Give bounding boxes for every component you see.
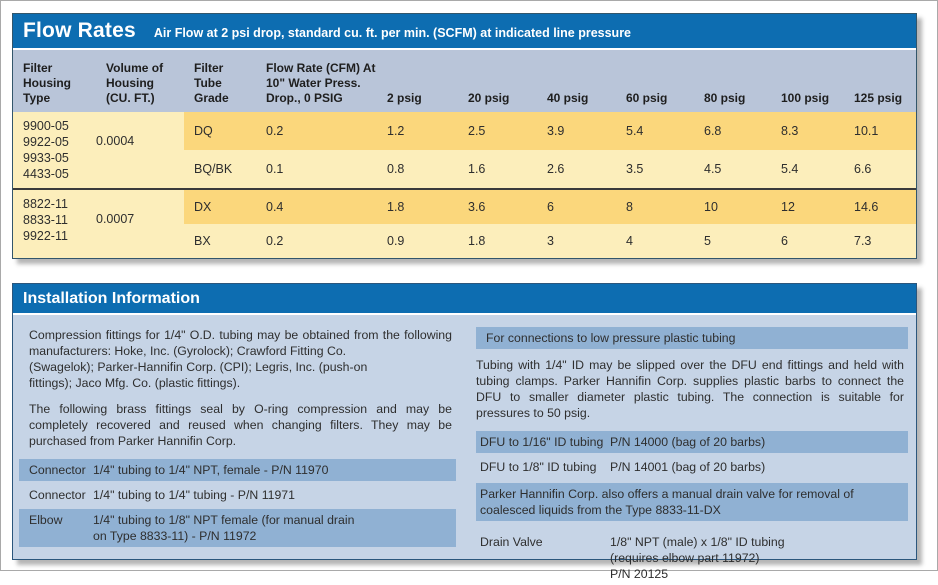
low-pressure-tubing-banner: For connections to low pressure plastic … (476, 327, 908, 349)
value-cell: 6.8 (704, 124, 722, 138)
value-cell: 10.1 (854, 124, 879, 138)
fitting-row-elbow-11972: Elbow 1/4" tubing to 1/8" NPT female (fo… (19, 509, 456, 547)
value-cell: 1.6 (468, 162, 486, 176)
value-cell: 8 (626, 200, 633, 214)
flow-rates-group-05-housings: 9900-05 9922-05 9933-05 4433-05 0.0004 D… (13, 112, 916, 188)
barb-row-14001: DFU to 1/8" ID tubing P/N 14001 (bag of … (476, 456, 908, 478)
fitting-term: Connector (29, 463, 86, 477)
table-row-grade-bqbk: BQ/BK 0.1 0.8 1.6 2.6 3.5 4.5 5.4 6.6 (184, 150, 916, 188)
value-cell: 0.2 (266, 124, 284, 138)
brass-fittings-paragraph: The following brass fittings seal by O-r… (29, 402, 452, 448)
barb-row-14000: DFU to 1/16" ID tubing P/N 14000 (bag of… (476, 431, 908, 453)
installation-body: Compression fittings for 1/4" O.D. tubin… (13, 315, 916, 581)
column-header-filter-tube-grade: Filter Tube Grade (194, 61, 229, 105)
flow-rates-header-bar: Flow Rates Air Flow at 2 psi drop, stand… (13, 14, 916, 50)
flow-rates-card: Flow Rates Air Flow at 2 psi drop, stand… (12, 13, 917, 259)
value-cell: 0.8 (387, 162, 405, 176)
value-cell: 6 (547, 200, 554, 214)
grade-cell: BQ/BK (194, 162, 233, 176)
barb-term: DFU to 1/16" ID tubing (480, 435, 604, 449)
barb-term: DFU to 1/8" ID tubing (480, 460, 597, 474)
flow-rates-title: Flow Rates (23, 19, 136, 42)
value-cell: 6.6 (854, 162, 872, 176)
column-header-100psig: 100 psig (781, 91, 830, 105)
housing-types-cell: 9900-05 9922-05 9933-05 4433-05 (23, 119, 69, 181)
value-cell: 5.4 (626, 124, 644, 138)
value-cell: 5.4 (781, 162, 799, 176)
barb-desc: P/N 14000 (bag of 20 barbs) (610, 435, 766, 449)
fitting-row-connector-11970: Connector 1/4" tubing to 1/4" NPT, femal… (19, 459, 456, 481)
flow-rates-group-11-housings: 8822-11 8833-11 9922-11 0.0007 DX 0.4 1.… (13, 188, 916, 258)
installation-information-card: Installation Information Compression fit… (12, 283, 917, 581)
drain-valve-row: Drain Valve 1/8" NPT (male) x 1/8" ID tu… (476, 531, 908, 585)
table-row-grade-dq: DQ 0.2 1.2 2.5 3.9 5.4 6.8 8.3 10.1 (184, 112, 916, 150)
value-cell: 0.9 (387, 234, 405, 248)
column-header-filter-housing-type: Filter Housing Type (23, 61, 71, 105)
flow-rates-subtitle: Air Flow at 2 psi drop, standard cu. ft.… (153, 26, 632, 40)
column-header-flow-rate-0psig: Flow Rate (CFM) At 10" Water Press. Drop… (266, 61, 376, 105)
installation-title: Installation Information (23, 289, 200, 307)
value-cell: 14.6 (854, 200, 879, 214)
value-cell: 2.5 (468, 124, 486, 138)
grade-cell: BX (194, 234, 211, 248)
value-cell: 3.5 (626, 162, 644, 176)
drain-valve-desc: 1/8" NPT (male) x 1/8" ID tubing (requir… (610, 535, 785, 581)
compression-fittings-paragraph: Compression fittings for 1/4" O.D. tubin… (29, 328, 452, 390)
fitting-desc: 1/4" tubing to 1/8" NPT female (for manu… (93, 513, 355, 543)
drain-valve-note: Parker Hannifin Corp. also offers a manu… (476, 483, 908, 521)
value-cell: 3.9 (547, 124, 565, 138)
value-cell: 4.5 (704, 162, 722, 176)
grade-cell: DX (194, 200, 212, 214)
installation-header-bar: Installation Information (13, 284, 916, 315)
value-cell: 0.2 (266, 234, 284, 248)
value-cell: 3 (547, 234, 554, 248)
fitting-row-connector-11971: Connector 1/4" tubing to 1/4" tubing - P… (19, 484, 456, 506)
column-header-80psig: 80 psig (704, 91, 746, 105)
column-header-40psig: 40 psig (547, 91, 589, 105)
value-cell: 1.2 (387, 124, 405, 138)
column-header-60psig: 60 psig (626, 91, 668, 105)
fitting-term: Elbow (29, 513, 63, 527)
value-cell: 2.6 (547, 162, 565, 176)
value-cell: 1.8 (468, 234, 486, 248)
fitting-term: Connector (29, 488, 86, 502)
value-cell: 0.1 (266, 162, 284, 176)
value-cell: 4 (626, 234, 633, 248)
column-header-20psig: 20 psig (468, 91, 510, 105)
value-cell: 5 (704, 234, 711, 248)
column-header-volume-of-housing: Volume of Housing (CU. FT.) (106, 61, 164, 105)
value-cell: 0.4 (266, 200, 284, 214)
value-cell: 7.3 (854, 234, 872, 248)
value-cell: 3.6 (468, 200, 486, 214)
value-cell: 6 (781, 234, 788, 248)
fitting-desc: 1/4" tubing to 1/4" NPT, female - P/N 11… (93, 463, 329, 477)
installation-right-column: For connections to low pressure plastic … (476, 327, 908, 581)
fitting-desc: 1/4" tubing to 1/4" tubing - P/N 11971 (93, 488, 295, 502)
drain-valve-term: Drain Valve (480, 535, 543, 549)
grade-cell: DQ (194, 124, 213, 138)
column-header-125psig: 125 psig (854, 91, 903, 105)
flow-rates-column-headers: Filter Housing Type Volume of Housing (C… (13, 50, 916, 112)
value-cell: 1.8 (387, 200, 405, 214)
table-row-grade-bx: BX 0.2 0.9 1.8 3 4 5 6 7.3 (184, 224, 916, 258)
value-cell: 10 (704, 200, 718, 214)
plastic-tubing-paragraph: Tubing with 1/4" ID may be slipped over … (476, 358, 904, 420)
table-row-grade-dx: DX 0.4 1.8 3.6 6 8 10 12 14.6 (184, 190, 916, 224)
housing-volume-cell: 0.0007 (96, 212, 135, 226)
value-cell: 12 (781, 200, 795, 214)
housing-volume-cell: 0.0004 (96, 134, 135, 148)
housing-types-cell: 8822-11 8833-11 9922-11 (23, 197, 68, 243)
installation-left-column: Compression fittings for 1/4" O.D. tubin… (19, 327, 456, 559)
barb-desc: P/N 14001 (bag of 20 barbs) (610, 460, 766, 474)
column-header-2psig: 2 psig (387, 91, 422, 105)
value-cell: 8.3 (781, 124, 799, 138)
